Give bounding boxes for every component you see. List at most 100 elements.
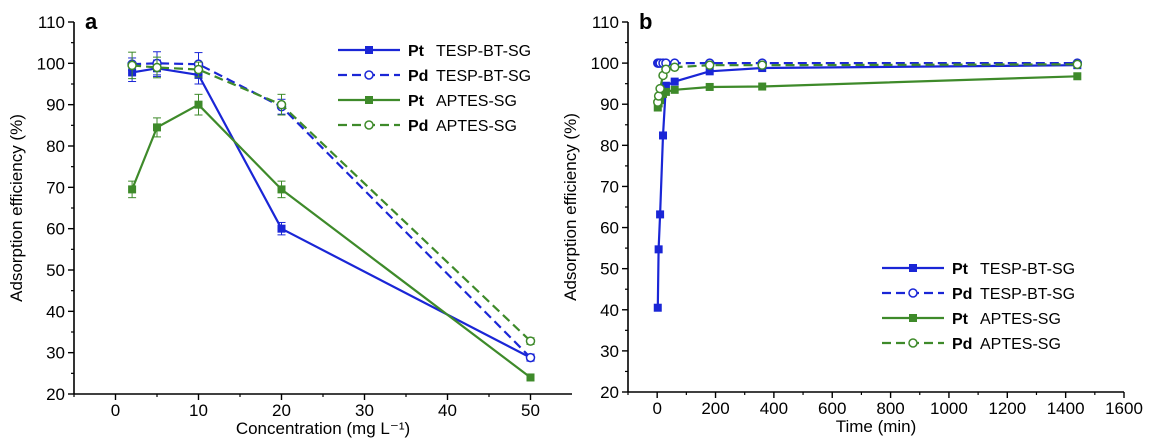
data-point <box>194 100 203 109</box>
legend-metal-label: Pd <box>952 286 972 303</box>
data-point <box>128 185 137 194</box>
data-point <box>655 83 665 94</box>
legend-series-label: APTES-SG <box>436 118 517 135</box>
legend-series-label: APTES-SG <box>436 93 517 110</box>
legend-metal-label: Pd <box>952 336 972 353</box>
data-point <box>656 210 665 219</box>
x-tick-label: 1600 <box>1105 399 1143 418</box>
panel-label: a <box>85 9 98 34</box>
y-axis-title: Adsorption efficiency (%) <box>7 114 26 302</box>
series-line <box>132 62 532 359</box>
series-pd-aptes-sg <box>653 59 1083 107</box>
legend-series-label: TESP-BT-SG <box>436 43 531 60</box>
data-point <box>525 352 536 363</box>
x-tick-label: 800 <box>876 399 904 418</box>
legend-marker <box>908 338 918 348</box>
legend-series-label: TESP-BT-SG <box>980 261 1075 278</box>
legend-marker <box>909 264 917 272</box>
data-point <box>653 303 662 312</box>
data-point <box>670 85 679 94</box>
legend-metal-label: Pt <box>952 261 969 278</box>
x-axis-title: Concentration (mg L⁻¹) <box>236 419 410 438</box>
series-line <box>132 64 532 342</box>
legend-marker <box>908 288 918 298</box>
data-point <box>1073 72 1082 81</box>
x-tick-label: 1400 <box>1047 399 1085 418</box>
y-tick-label: 70 <box>600 177 619 196</box>
y-tick-label: 60 <box>600 219 619 238</box>
y-tick-label: 50 <box>46 261 65 280</box>
y-tick-label: 70 <box>46 178 65 197</box>
legend-metal-label: Pt <box>408 43 425 60</box>
data-point <box>277 224 286 233</box>
y-tick-label: 100 <box>37 54 65 73</box>
data-point <box>276 99 287 110</box>
legend: Pt TESP-BT-SG Pd TESP-BT-SG Pt APTES-SG Pd APTE… <box>882 261 1075 353</box>
data-point <box>661 81 670 90</box>
y-tick-label: 100 <box>591 54 619 73</box>
data-point <box>193 64 204 75</box>
data-point <box>127 60 137 71</box>
legend-series-label: TESP-BT-SG <box>436 68 531 85</box>
legend-metal-label: Pt <box>408 93 425 110</box>
y-tick-label: 40 <box>600 301 619 320</box>
legend-series-label: APTES-SG <box>980 311 1061 328</box>
data-point <box>705 67 714 76</box>
x-tick-label: 0 <box>111 401 120 420</box>
y-tick-label: 40 <box>46 302 65 321</box>
series-line <box>131 67 532 359</box>
data-point <box>758 82 767 91</box>
legend-marker <box>364 120 374 130</box>
y-tick-label: 30 <box>46 344 65 363</box>
y-tick-label: 80 <box>46 137 65 156</box>
legend-metal-label: Pt <box>952 311 969 328</box>
y-axis-title: Adsorption efficiency (%) <box>561 113 580 301</box>
y-tick-label: 90 <box>600 95 619 114</box>
x-tick-label: 50 <box>521 401 540 420</box>
x-tick-label: 200 <box>701 399 729 418</box>
data-point <box>153 123 161 132</box>
data-point <box>526 373 535 382</box>
y-tick-label: 110 <box>592 13 619 32</box>
y-tick-label: 90 <box>46 96 65 115</box>
data-point <box>661 87 670 96</box>
x-tick-label: 40 <box>438 401 457 420</box>
x-tick-label: 1000 <box>930 399 968 418</box>
x-tick-label: 30 <box>355 401 374 420</box>
data-point <box>669 62 680 72</box>
y-tick-label: 50 <box>600 260 619 279</box>
x-tick-label: 600 <box>818 399 846 418</box>
x-tick-label: 400 <box>760 399 788 418</box>
x-tick-label: 10 <box>189 401 208 420</box>
data-point <box>152 62 162 73</box>
data-point <box>654 245 663 254</box>
data-point <box>757 60 767 70</box>
x-axis-title: Time (min) <box>836 417 917 436</box>
legend-marker <box>365 46 373 54</box>
legend-metal-label: Pd <box>408 68 428 85</box>
y-tick-label: 20 <box>600 383 619 402</box>
series-line <box>131 103 532 379</box>
legend-marker <box>365 96 373 104</box>
legend-series-label: TESP-BT-SG <box>980 286 1075 303</box>
data-point <box>277 185 286 194</box>
legend-marker <box>364 70 374 80</box>
legend-series-label: APTES-SG <box>980 336 1061 353</box>
chart-panel-a: 20 30 40 50 60 70 80 90 100 110 0 10 20 30 40 50 Concent… <box>7 9 572 438</box>
y-tick-label: 20 <box>46 385 65 404</box>
x-tick-label: 20 <box>272 401 291 420</box>
y-tick-label: 110 <box>38 13 65 32</box>
data-point <box>670 77 679 86</box>
legend-metal-label: Pd <box>408 118 428 135</box>
series-pd-aptes-sg <box>127 51 536 346</box>
data-point <box>525 336 536 346</box>
data-point <box>705 82 714 91</box>
data-point <box>659 131 668 140</box>
y-tick-label: 80 <box>600 136 619 155</box>
x-tick-label: 0 <box>652 399 661 418</box>
legend-marker <box>909 314 917 322</box>
data-point <box>661 64 671 75</box>
data-point <box>704 60 715 70</box>
legend: Pt TESP-BT-SG Pd TESP-BT-SG Pt APTES-SG Pd APTE… <box>338 43 531 135</box>
